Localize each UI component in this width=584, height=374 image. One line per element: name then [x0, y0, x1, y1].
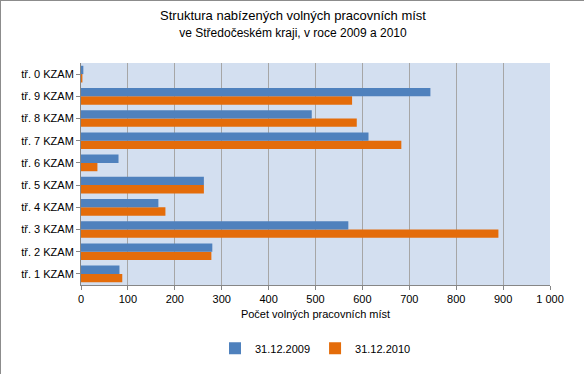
svg-text:tř. 4 KZAM: tř. 4 KZAM [21, 201, 74, 213]
svg-text:600: 600 [353, 293, 371, 305]
svg-text:900: 900 [494, 293, 512, 305]
svg-text:500: 500 [306, 293, 324, 305]
svg-text:tř. 0 KZAM: tř. 0 KZAM [21, 68, 74, 80]
svg-text:200: 200 [166, 293, 184, 305]
svg-text:tř. 3 KZAM: tř. 3 KZAM [21, 223, 74, 235]
svg-text:tř. 7 KZAM: tř. 7 KZAM [21, 135, 74, 147]
svg-text:tř. 8 KZAM: tř. 8 KZAM [21, 112, 74, 124]
svg-text:0: 0 [78, 293, 84, 305]
svg-text:1 000: 1 000 [536, 293, 564, 305]
svg-text:Struktura nabízených volných p: Struktura nabízených volných pracovních … [160, 8, 426, 40]
svg-text:tř. 6 KZAM: tř. 6 KZAM [21, 157, 74, 169]
svg-text:700: 700 [400, 293, 418, 305]
svg-text:tř. 1 KZAM: tř. 1 KZAM [21, 268, 74, 280]
svg-text:31.12.2010: 31.12.2010 [355, 343, 410, 355]
svg-text:tř. 2 KZAM: tř. 2 KZAM [21, 246, 74, 258]
svg-text:tř. 5 KZAM: tř. 5 KZAM [21, 179, 74, 191]
svg-text:100: 100 [119, 293, 137, 305]
svg-text:tř. 9 KZAM: tř. 9 KZAM [21, 90, 74, 102]
svg-text:400: 400 [259, 293, 277, 305]
svg-text:800: 800 [447, 293, 465, 305]
svg-text:300: 300 [213, 293, 231, 305]
svg-text:31.12.2009: 31.12.2009 [255, 343, 310, 355]
svg-text:Počet volných pracovních míst: Počet volných pracovních míst [241, 308, 390, 320]
